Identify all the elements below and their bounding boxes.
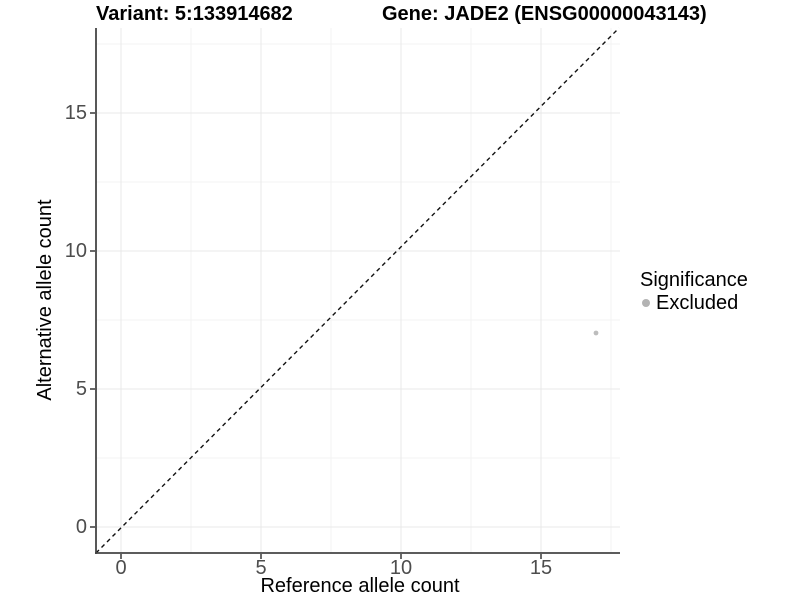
grid-minor (96, 28, 620, 553)
x-axis-title: Reference allele count (260, 575, 460, 597)
y-tick-label-5: 5 (75, 378, 87, 400)
y-tick-label-0: 0 (75, 516, 87, 538)
y-tick-label-10: 10 (64, 240, 87, 262)
x-tick-label-5: 5 (255, 557, 267, 579)
plot-title-gene: Gene: JADE2 (ENSG00000043143) (382, 3, 707, 25)
axis-lines (95, 28, 620, 554)
identity-line (95, 27, 620, 554)
legend-item-excluded: Excluded (640, 292, 748, 314)
y-axis-title: Alternative allele count (34, 199, 56, 401)
grid-major (96, 28, 620, 553)
plot-title-variant: Variant: 5:133914682 (96, 3, 293, 25)
x-tick-label-10: 10 (389, 557, 413, 579)
y-tick-label-15: 15 (64, 102, 87, 124)
legend-key-dot-icon (642, 299, 650, 307)
legend-item-label: Excluded (656, 292, 739, 314)
data-point-excluded (593, 330, 599, 336)
x-tick-label-0: 0 (115, 557, 127, 579)
x-tick-label-15: 15 (529, 557, 553, 579)
legend: Significance Excluded (640, 269, 748, 314)
tick-marks (90, 112, 542, 559)
legend-title: Significance (640, 269, 748, 291)
